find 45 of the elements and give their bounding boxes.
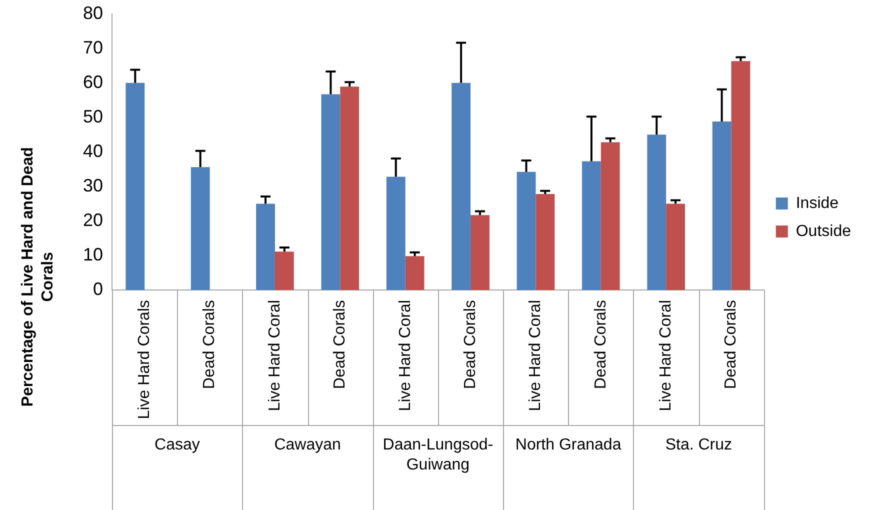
text: Casay <box>154 436 200 454</box>
y-tick-label: 50 <box>82 106 104 126</box>
x-tick-label: Live Hard Coral <box>527 300 544 412</box>
x-tick-label: Dead Corals <box>201 300 218 389</box>
text: Daan-Lungsod-Guiwang <box>382 436 494 474</box>
bar <box>712 122 732 290</box>
bar <box>731 61 750 290</box>
bar <box>405 256 424 290</box>
x-tick-label: Dead Corals <box>462 300 479 389</box>
bar <box>582 161 601 290</box>
y-tick-label: 80 <box>82 2 104 23</box>
text: Cawayan <box>274 436 341 454</box>
y-tick-label: 20 <box>82 210 104 230</box>
bar <box>647 134 666 290</box>
text: Sta. Cruz <box>665 436 732 454</box>
bar <box>274 252 294 290</box>
text: North Granada <box>515 436 622 454</box>
bar <box>600 142 620 290</box>
x-tick-label: Live Hard Corals <box>136 300 154 420</box>
x-tick-label: Live Hard Coral <box>266 300 284 412</box>
bar <box>340 86 360 290</box>
y-tick-label: 30 <box>82 175 104 196</box>
y-axis-title: Percentage of Live Hard and Dead Corals <box>19 147 56 407</box>
bar <box>386 176 406 290</box>
x-tick-label: Dead Corals <box>722 300 740 389</box>
legend-label: Outside <box>796 222 852 240</box>
x-tick-label: Live Hard Coral <box>657 300 674 412</box>
y-tick-label: 0 <box>93 278 104 299</box>
bar <box>190 167 210 290</box>
x-tick-label: Dead Corals <box>332 300 349 389</box>
y-tick-label: 70 <box>82 37 104 58</box>
y-tick-label: 40 <box>82 140 104 161</box>
x-tick-label: Live Hard Coral <box>396 300 414 412</box>
bar <box>321 94 340 290</box>
x-tick-label: Dead Corals <box>592 300 610 389</box>
bar <box>666 204 685 290</box>
y-tick-label: 60 <box>82 72 104 92</box>
bar <box>126 82 145 290</box>
bar <box>536 194 555 290</box>
bar <box>470 215 490 290</box>
bar <box>516 172 536 290</box>
y-tick-label: 10 <box>82 244 104 264</box>
bar <box>256 204 275 290</box>
legend-label: Inside <box>796 194 839 212</box>
bar <box>452 82 471 290</box>
